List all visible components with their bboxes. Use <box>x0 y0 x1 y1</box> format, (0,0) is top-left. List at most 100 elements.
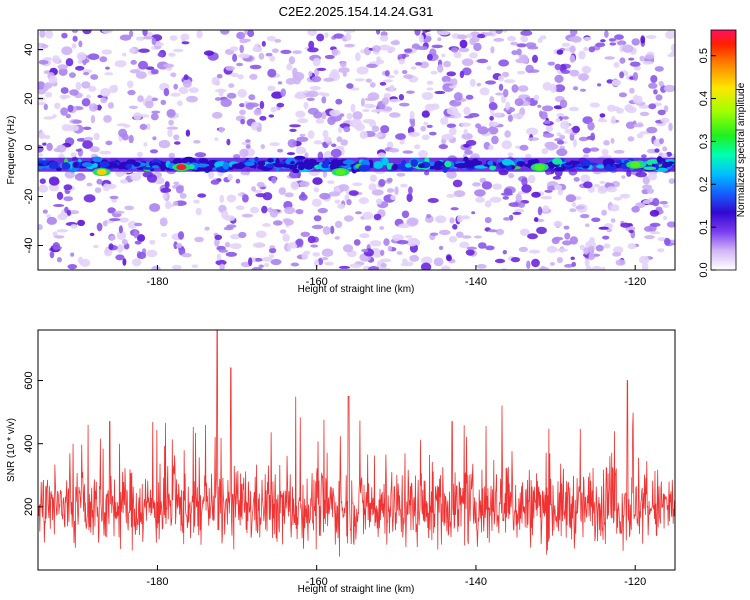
heatmap-cell <box>446 123 457 129</box>
heatmap-cell <box>601 154 612 159</box>
heatmap-cell <box>433 257 444 267</box>
heatmap-cell <box>647 172 658 181</box>
heatmap-cell <box>60 87 69 94</box>
heatmap-cell <box>409 111 415 120</box>
heatmap-cell <box>659 138 664 145</box>
heatmap-cell <box>77 59 83 64</box>
heatmap-cell <box>495 228 505 235</box>
band-cell <box>656 156 663 164</box>
heatmap-cell <box>495 92 504 96</box>
heatmap-cell <box>147 95 152 100</box>
heatmap-cell <box>38 132 46 140</box>
heatmap-cell <box>173 48 184 53</box>
heatmap-cell <box>371 108 384 113</box>
band-cell <box>290 160 295 165</box>
heatmap-cell <box>597 83 602 87</box>
heatmap-cell <box>453 92 463 101</box>
heatmap-cell <box>650 75 658 83</box>
heatmap-cell <box>269 142 280 147</box>
heatmap-cell <box>666 221 675 228</box>
heatmap-cell <box>426 80 434 85</box>
heatmap-cell <box>311 75 322 83</box>
heatmap-cell <box>256 181 265 188</box>
heatmap-cell <box>251 266 263 270</box>
heatmap-cell <box>430 70 438 75</box>
band-cell <box>404 163 412 168</box>
heatmap-cell <box>488 229 498 233</box>
band-cell <box>454 162 469 169</box>
heatmap-cell <box>471 36 480 43</box>
heatmap-cell <box>362 108 370 113</box>
heatmap-cell <box>429 131 437 136</box>
heatmap-cell <box>312 177 323 185</box>
heatmap-cell <box>547 185 556 191</box>
heatmap-cell <box>508 202 521 208</box>
heatmap-cell <box>421 134 430 141</box>
heatmap-cell <box>278 187 286 195</box>
heatmap-cell <box>369 240 382 247</box>
heatmap-cell <box>438 245 444 250</box>
heatmap-cell <box>65 113 72 119</box>
heatmap-cell <box>665 30 675 39</box>
heatmap-cell <box>168 152 175 159</box>
heatmap-cell <box>560 120 570 130</box>
colorbar-gradient <box>711 30 736 270</box>
colorbar-tick-label: 0.2 <box>698 177 710 192</box>
heatmap-cell <box>150 69 159 75</box>
heatmap-cell <box>349 118 362 128</box>
heatmap-cell <box>335 98 343 105</box>
heatmap-cell <box>502 196 509 200</box>
heatmap-cell <box>63 196 73 202</box>
heatmap-cell <box>597 185 608 194</box>
heatmap-xtick-label: -160 <box>306 276 328 288</box>
heatmap-cell <box>659 200 668 205</box>
heatmap-cell <box>86 182 93 187</box>
heatmap-cell <box>446 170 457 179</box>
heatmap-cell <box>109 235 116 241</box>
heatmap-ylabel: Frequency (Hz) <box>6 116 17 185</box>
heatmap-cell <box>459 39 468 49</box>
heatmap-cell <box>489 109 494 114</box>
heatmap-cell <box>334 199 341 204</box>
band-cell <box>620 163 628 169</box>
heatmap-peak <box>534 164 545 171</box>
heatmap-cell <box>346 199 352 206</box>
heatmap-cell <box>342 244 354 253</box>
heatmap-cell <box>186 95 198 103</box>
heatmap-cell <box>440 117 449 125</box>
heatmap-cell <box>570 30 578 36</box>
heatmap-cell <box>295 110 306 118</box>
heatmap-cell <box>331 143 337 148</box>
band-cell <box>222 161 230 170</box>
heatmap-cell <box>338 67 350 74</box>
band-cell <box>497 159 503 162</box>
heatmap-cell <box>582 147 591 154</box>
heatmap-cell <box>253 257 263 262</box>
heatmap-cell <box>118 225 123 234</box>
heatmap-cell <box>38 59 49 65</box>
heatmap-cell <box>452 179 463 188</box>
heatmap-cell <box>321 111 327 120</box>
heatmap-cell <box>307 235 316 244</box>
heatmap-cell <box>453 51 462 59</box>
heatmap-cell <box>601 266 606 270</box>
heatmap-cell <box>169 35 178 41</box>
heatmap-cell <box>400 183 408 188</box>
heatmap-cell <box>176 242 183 249</box>
heatmap-cell <box>160 187 172 193</box>
heatmap-cell <box>517 202 526 208</box>
heatmap-cell <box>540 195 553 200</box>
heatmap-cell <box>308 40 315 49</box>
heatmap-cell <box>167 128 173 138</box>
heatmap-cell <box>76 138 87 142</box>
heatmap-cell <box>619 193 631 199</box>
heatmap-cell <box>401 210 410 219</box>
heatmap-cell <box>174 141 181 145</box>
heatmap-cell <box>271 91 283 99</box>
heatmap-cell <box>581 65 592 74</box>
band-cell <box>172 158 183 165</box>
heatmap-cell <box>606 228 612 233</box>
heatmap-cell <box>131 258 142 267</box>
heatmap-cell <box>152 136 157 141</box>
band-cell <box>596 164 606 169</box>
